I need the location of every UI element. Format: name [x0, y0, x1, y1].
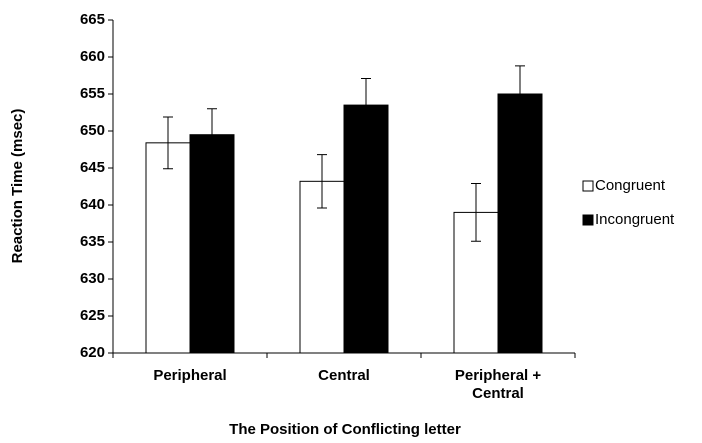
y-tick-label: 660 — [80, 48, 105, 65]
y-tick-label: 635 — [80, 233, 105, 250]
y-tick-label: 655 — [80, 85, 105, 102]
y-tick-label: 645 — [80, 159, 105, 176]
bar — [145, 142, 191, 354]
y-axis-label: Reaction Time (msec) — [9, 109, 26, 264]
legend-swatch — [582, 180, 594, 192]
y-tick-label: 630 — [80, 270, 105, 287]
y-tick-label: 665 — [80, 11, 105, 28]
y-tick-label: 625 — [80, 307, 105, 324]
x-axis-label: The Position of Conflicting letter — [229, 421, 461, 438]
legend-label: Incongruent — [595, 211, 675, 228]
y-tick-label: 620 — [80, 344, 105, 361]
bar — [343, 104, 389, 354]
error-bar — [471, 183, 481, 242]
error-bar — [163, 116, 173, 170]
x-tick-label: Central — [318, 367, 370, 384]
bar — [299, 180, 345, 354]
bar — [497, 93, 543, 354]
error-bar — [207, 108, 217, 162]
error-bar — [317, 154, 327, 209]
error-bar — [515, 65, 525, 123]
legend-label: Congruent — [595, 177, 666, 194]
y-tick-label: 640 — [80, 196, 105, 213]
bar — [189, 134, 235, 354]
x-tick-label: Peripheral + Central — [454, 367, 542, 402]
y-tick-label: 650 — [80, 122, 105, 139]
error-bar — [361, 77, 371, 133]
legend-swatch — [582, 214, 594, 226]
x-tick-label: Peripheral — [153, 367, 227, 384]
